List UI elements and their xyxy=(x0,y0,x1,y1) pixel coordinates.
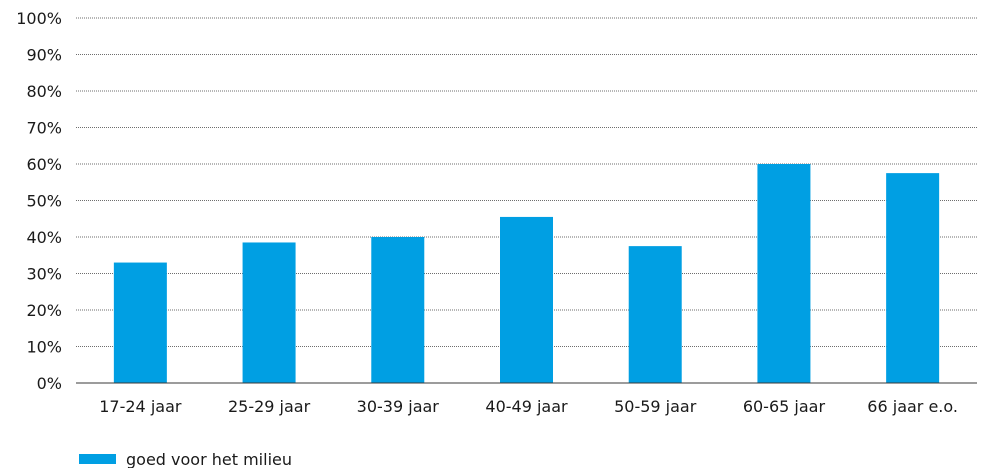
y-axis-tick-labels: 0% 10% 20% 30% 40% 50% 60% 70% 80% 90% 100% xyxy=(16,9,62,393)
x-tick-label: 30-39 jaar xyxy=(357,397,440,416)
y-tick-label: 90% xyxy=(26,46,62,65)
y-tick-label: 40% xyxy=(26,228,62,247)
bar xyxy=(628,246,682,383)
bar xyxy=(242,242,296,383)
x-tick-label: 50-59 jaar xyxy=(614,397,697,416)
x-tick-label: 60-65 jaar xyxy=(743,397,826,416)
legend: goed voor het milieu xyxy=(79,450,292,468)
y-tick-label: 60% xyxy=(26,155,62,174)
bar xyxy=(757,164,811,383)
x-tick-label: 17-24 jaar xyxy=(99,397,182,416)
legend-label: goed voor het milieu xyxy=(126,450,292,468)
bar xyxy=(886,173,940,383)
bar xyxy=(113,262,167,383)
x-tick-label: 25-29 jaar xyxy=(228,397,311,416)
x-axis-tick-labels: 17-24 jaar 25-29 jaar 30-39 jaar 40-49 jaar… xyxy=(99,397,958,416)
bars xyxy=(113,164,940,383)
bar xyxy=(371,237,425,383)
y-tick-label: 20% xyxy=(26,301,62,320)
y-tick-label: 50% xyxy=(26,192,62,211)
y-tick-label: 10% xyxy=(26,338,62,357)
x-tick-label: 40-49 jaar xyxy=(485,397,568,416)
y-tick-label: 80% xyxy=(26,82,62,101)
y-tick-label: 100% xyxy=(16,9,62,28)
bar xyxy=(500,216,553,383)
y-tick-label: 0% xyxy=(37,374,62,393)
gridlines xyxy=(76,17,977,347)
legend-swatch xyxy=(79,454,116,464)
y-tick-label: 30% xyxy=(26,265,62,284)
y-tick-label: 70% xyxy=(26,119,62,138)
x-tick-label: 66 jaar e.o. xyxy=(867,397,958,416)
